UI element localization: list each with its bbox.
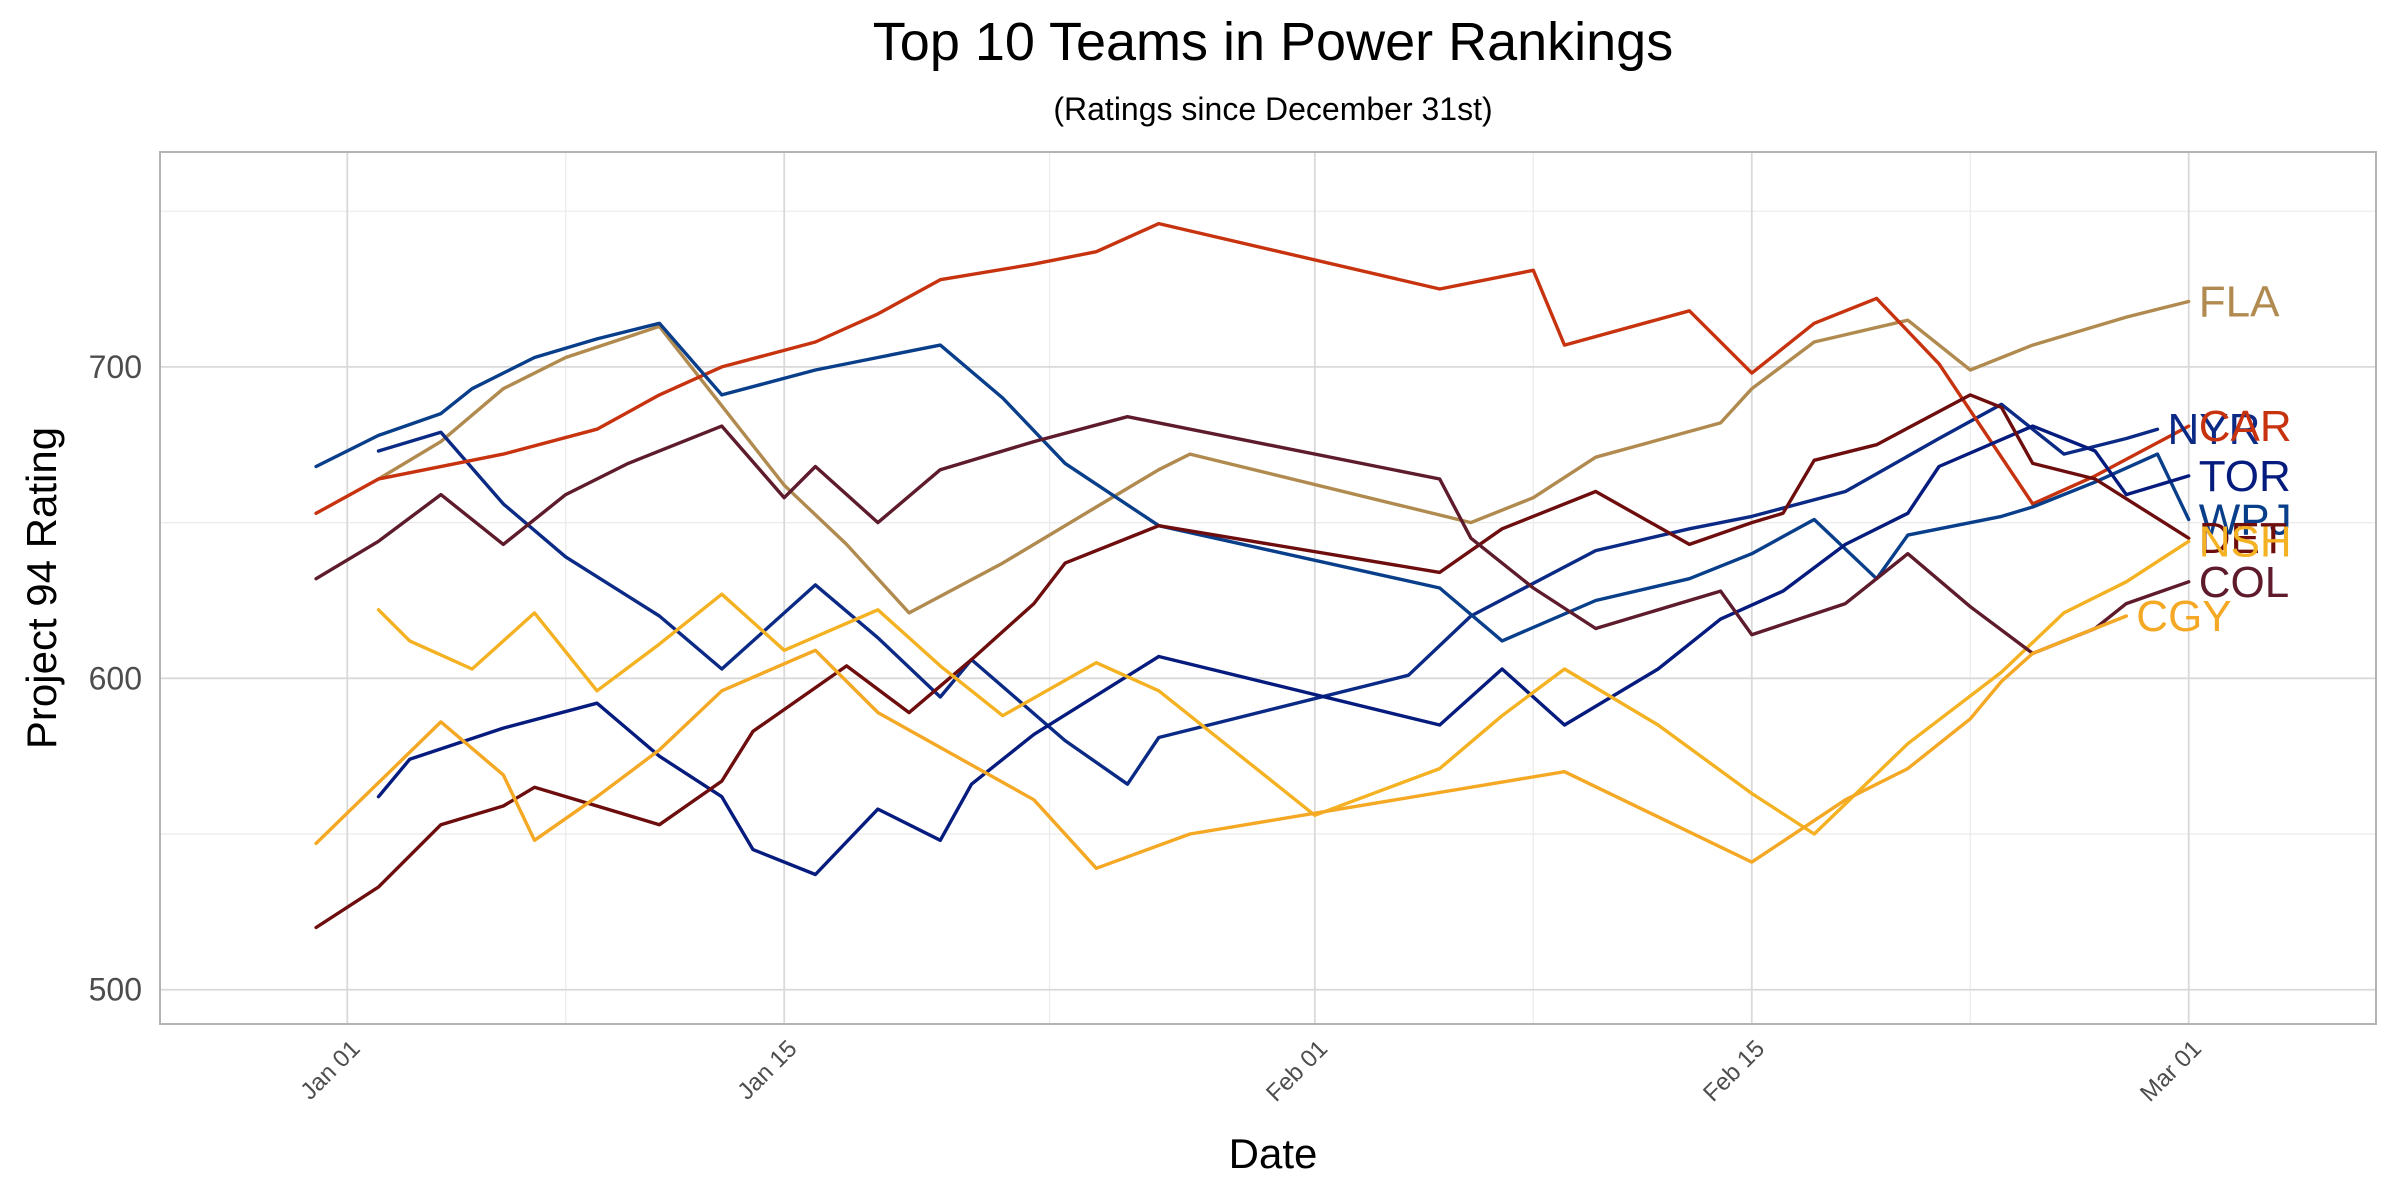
series-label-fla: FLA	[2199, 277, 2280, 326]
x-axis-title: Date	[1229, 1130, 1318, 1177]
x-tick-label: Jan 15	[732, 1035, 802, 1105]
plot-area	[159, 151, 2377, 1025]
series-label-col: COL	[2199, 558, 2289, 607]
plot-background	[160, 152, 2376, 1024]
plot-border	[159, 151, 2377, 1025]
x-tick-label: Mar 01	[2135, 1035, 2207, 1107]
series-line-fla	[376, 299, 2191, 615]
series-label-nyr: NYR	[2168, 405, 2261, 454]
y-tick-label: 600	[89, 660, 142, 696]
series-line-tor	[376, 424, 2191, 877]
chart-subtitle: (Ratings since December 31st)	[1053, 91, 1492, 127]
y-tick-label: 500	[89, 972, 142, 1008]
series-line-nyr	[376, 402, 2160, 786]
x-tick-label: Jan 01	[295, 1035, 365, 1105]
series-line-det	[314, 393, 2191, 930]
series-label-cgy: CGY	[2136, 592, 2231, 641]
series-label-wpj: WPJ	[2199, 495, 2292, 544]
chart-title: Top 10 Teams in Power Rankings	[873, 12, 1673, 72]
y-tick-label: 700	[89, 349, 142, 385]
series-layer	[314, 221, 2191, 930]
series-label-nsh: NSH	[2199, 517, 2292, 566]
y-axis-title: Project 94 Rating	[18, 427, 65, 749]
series-label-tor: TOR	[2199, 452, 2291, 501]
series-label-car: CAR	[2199, 402, 2292, 451]
x-tick-label: Feb 01	[1261, 1035, 1333, 1107]
series-label-det: DET	[2199, 514, 2287, 563]
series-line-nsh	[376, 539, 2191, 836]
y-axis: 500 600 700	[89, 349, 142, 1008]
series-line-car	[314, 221, 2191, 515]
series-line-col	[314, 415, 2191, 656]
x-axis: Jan 01 Jan 15 Feb 01 Feb 15 Mar 01	[295, 1035, 2207, 1107]
x-tick-label: Feb 15	[1698, 1035, 1770, 1107]
series-line-cgy	[314, 614, 2129, 870]
